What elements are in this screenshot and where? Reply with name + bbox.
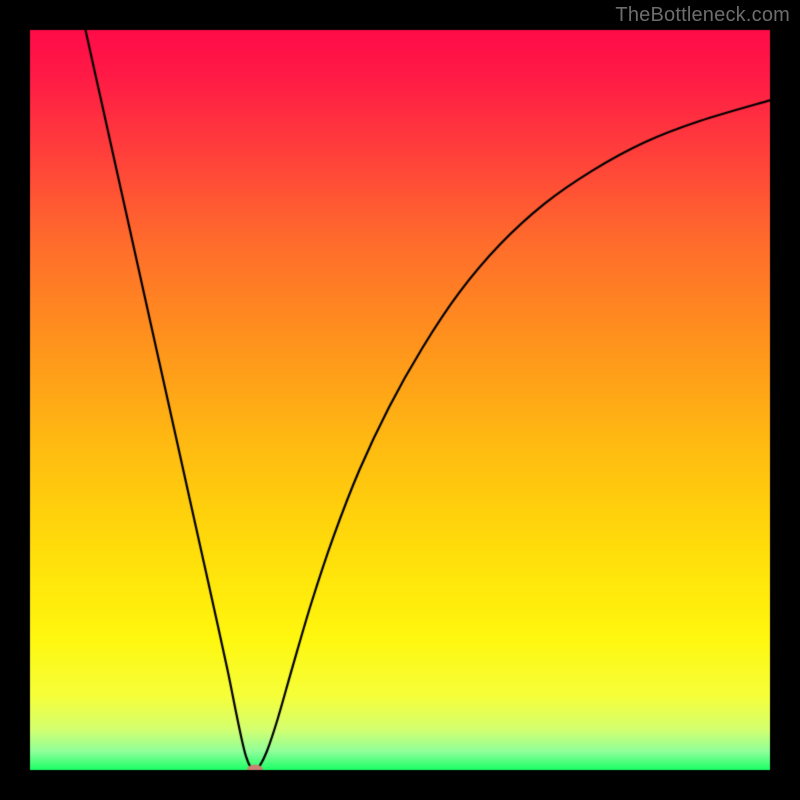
watermark-text: TheBottleneck.com (615, 4, 790, 27)
bottleneck-curve-chart (0, 0, 800, 800)
